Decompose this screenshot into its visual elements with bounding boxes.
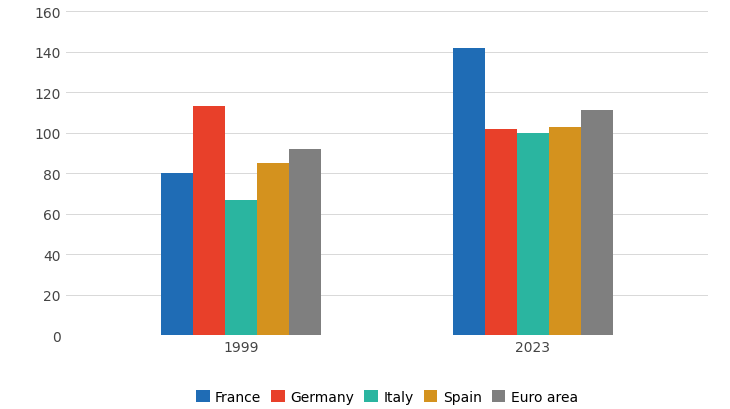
Bar — [517, 133, 549, 335]
Bar — [289, 150, 321, 335]
Bar — [485, 129, 517, 335]
Bar — [161, 174, 193, 335]
Bar — [581, 111, 613, 335]
Bar — [193, 107, 225, 335]
Bar — [453, 49, 485, 335]
Bar — [257, 164, 289, 335]
Bar — [225, 200, 257, 335]
Bar — [549, 127, 581, 335]
Legend: France, Germany, Italy, Spain, Euro area: France, Germany, Italy, Spain, Euro area — [190, 384, 584, 409]
